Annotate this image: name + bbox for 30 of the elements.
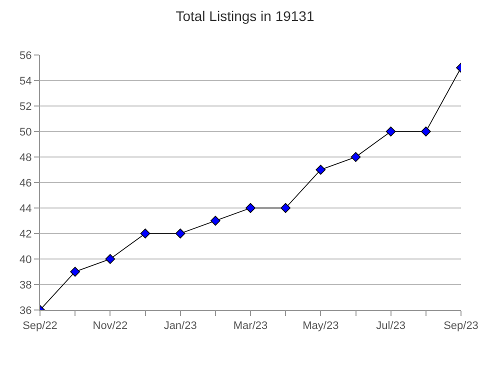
y-tick-label: 56 xyxy=(20,50,32,62)
y-tick-label: 50 xyxy=(20,126,32,138)
x-tick-label: Jul/23 xyxy=(376,320,406,332)
point xyxy=(105,254,116,264)
x-tick-label: Sep/23 xyxy=(444,320,478,332)
point xyxy=(175,228,186,238)
point xyxy=(386,126,396,136)
point xyxy=(350,152,361,162)
y-tick-label: 48 xyxy=(20,152,32,164)
x-tick-label: Mar/23 xyxy=(233,320,268,332)
y-tick-label: 52 xyxy=(20,100,32,113)
x-tick-label: Nov/22 xyxy=(92,320,128,332)
point xyxy=(140,228,150,238)
y-tick-label: 36 xyxy=(20,304,32,317)
point xyxy=(70,266,80,277)
point xyxy=(316,164,326,175)
y-tick-label: 44 xyxy=(20,202,32,215)
y-tick-label: 46 xyxy=(20,177,32,190)
x-tick-label: Jan/23 xyxy=(164,320,197,332)
point xyxy=(420,126,431,136)
chart-title: Total Listings in 19131 xyxy=(176,8,314,24)
point xyxy=(280,203,291,213)
point xyxy=(210,216,220,226)
x-tick-label: Sep/22 xyxy=(22,320,58,332)
x-tick-label: May/23 xyxy=(302,320,339,332)
y-tick-label: 40 xyxy=(20,254,32,266)
y-tick-label: 54 xyxy=(20,75,32,88)
point xyxy=(246,203,256,213)
y-tick-label: 38 xyxy=(20,279,32,292)
y-tick-label: 42 xyxy=(20,228,32,240)
